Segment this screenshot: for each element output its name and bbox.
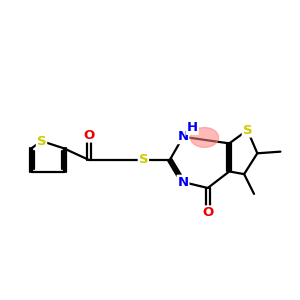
Text: S: S [243,124,252,137]
Text: O: O [83,129,94,142]
Text: O: O [202,206,213,219]
Ellipse shape [190,128,218,147]
Text: N: N [178,130,189,143]
Text: S: S [139,153,148,167]
Text: H: H [187,121,198,134]
Text: S: S [37,135,46,148]
Text: N: N [178,176,189,188]
